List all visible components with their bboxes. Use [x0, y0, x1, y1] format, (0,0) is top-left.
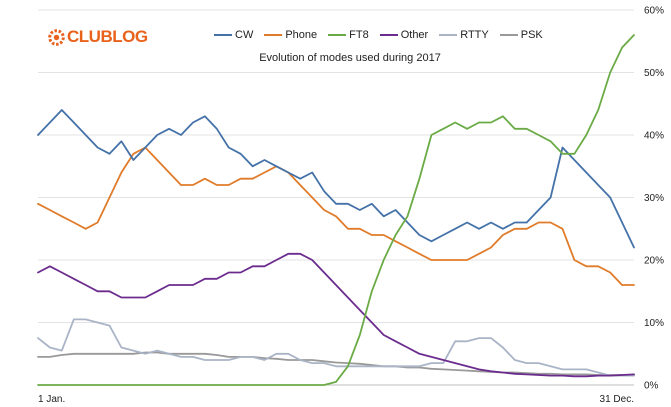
- chart-title: Evolution of modes used during 2017: [259, 52, 441, 64]
- y-tick-label: 0%: [644, 381, 659, 392]
- gear-logo-icon: [48, 28, 65, 46]
- y-tick-label: 40%: [644, 131, 664, 142]
- legend-item-other: Other: [379, 29, 429, 41]
- legend-item-cw: CW: [214, 29, 253, 41]
- x-tick-label: 1 Jan.: [38, 394, 65, 405]
- legend-item-rtty: RTTY: [439, 29, 489, 41]
- legend-label: PSK: [520, 29, 543, 41]
- y-tick-label: 50%: [644, 68, 664, 79]
- logo-text: CLUBLOG: [67, 27, 148, 46]
- series-line-other: [37, 252, 635, 378]
- legend-swatch: [379, 34, 398, 36]
- legend-item-phone: Phone: [264, 29, 317, 41]
- y-tick-label: 10%: [644, 318, 664, 329]
- y-axis-ticks: 0% 10% 20% 30% 40% 50% 60%: [644, 6, 664, 392]
- series-line-psk: [37, 351, 635, 376]
- legend-swatch: [214, 34, 232, 36]
- legend-item-psk: PSK: [499, 29, 543, 41]
- x-axis-ticks: 1 Jan. 31 Dec.: [38, 394, 634, 405]
- legend-swatch: [328, 34, 347, 36]
- clublog-logo: CLUBLOG: [48, 26, 148, 48]
- legend-label: CW: [235, 29, 254, 41]
- x-tick-label: 31 Dec.: [600, 394, 634, 405]
- series-line-rtty: [37, 318, 635, 377]
- chart-legend: CW Phone FT8 Other RTTY PSK: [214, 29, 554, 41]
- legend-label: Other: [400, 29, 429, 41]
- y-tick-label: 60%: [644, 6, 664, 17]
- series-line-cw: [37, 109, 635, 249]
- series-layer: [37, 34, 635, 386]
- legend-label: RTTY: [460, 29, 489, 41]
- legend-swatch: [499, 34, 518, 36]
- legend-item-ft8: FT8: [328, 29, 369, 41]
- legend-swatch: [264, 34, 283, 36]
- gridlines: [38, 9, 634, 386]
- y-tick-label: 20%: [644, 256, 664, 267]
- legend-label: FT8: [349, 29, 369, 41]
- legend-label: Phone: [285, 29, 318, 41]
- series-line-ft8: [37, 34, 635, 386]
- y-tick-label: 30%: [644, 193, 664, 204]
- legend-swatch: [439, 34, 458, 36]
- series-line-phone: [37, 146, 635, 286]
